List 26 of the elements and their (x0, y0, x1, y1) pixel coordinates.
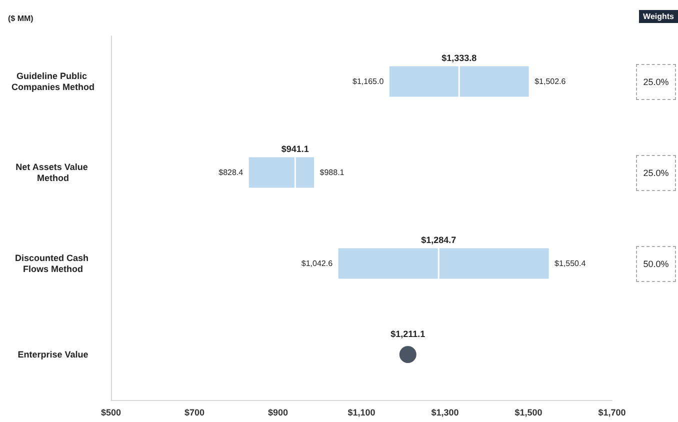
y-tick-label: Discounted Cash Flows Method (14, 253, 92, 274)
annotation: $1,284.7 (421, 235, 456, 245)
x-tick-label: $900 (268, 408, 288, 418)
y-tick-label: Guideline Public Companies Method (11, 71, 95, 92)
x-tick-label: $1,100 (348, 408, 376, 418)
text: ($ MM) (8, 14, 34, 23)
y-tick-label: Net Assets Value Method (16, 162, 90, 183)
annotation: $1,042.6 (301, 259, 334, 268)
annotation: $1,550.4 (554, 259, 586, 268)
dashed-box: 25.0% (636, 64, 676, 100)
annotation: $1,333.8 (442, 53, 477, 63)
dashed-box: 50.0% (636, 246, 676, 282)
x-tick-label: $500 (100, 408, 122, 418)
annotation: $1,211.1 (390, 329, 426, 339)
annotation: $828.4 (218, 168, 244, 177)
annotation: $1,165.0 (352, 77, 384, 86)
x-tick-label: $1,500 (514, 408, 542, 418)
annotation: $988.1 (320, 168, 345, 177)
dashed-box: 25.0% (636, 154, 676, 190)
x-tick-label: $1,700 (598, 408, 626, 418)
x-tick-label: $1,300 (431, 408, 459, 418)
text: Weights (639, 10, 678, 23)
annotation: $1,502.6 (534, 77, 566, 86)
x-tick-label: $700 (184, 408, 205, 418)
y-tick-label: Enterprise Value (18, 350, 88, 360)
annotation: $941.1 (281, 144, 309, 154)
